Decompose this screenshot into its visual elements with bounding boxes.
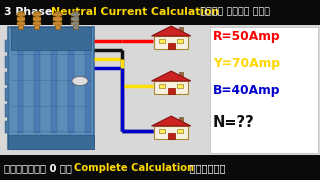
FancyBboxPatch shape xyxy=(18,32,23,133)
FancyBboxPatch shape xyxy=(5,88,9,101)
FancyBboxPatch shape xyxy=(8,135,94,149)
FancyBboxPatch shape xyxy=(158,84,165,88)
Polygon shape xyxy=(152,26,191,36)
FancyBboxPatch shape xyxy=(158,129,165,133)
FancyBboxPatch shape xyxy=(68,32,74,133)
FancyBboxPatch shape xyxy=(5,72,9,85)
FancyBboxPatch shape xyxy=(154,126,188,139)
FancyBboxPatch shape xyxy=(8,27,94,149)
FancyBboxPatch shape xyxy=(33,13,41,16)
FancyBboxPatch shape xyxy=(55,11,60,29)
FancyBboxPatch shape xyxy=(177,84,183,88)
Text: R=50Amp: R=50Amp xyxy=(213,30,280,42)
FancyBboxPatch shape xyxy=(71,13,79,16)
FancyBboxPatch shape xyxy=(11,27,91,50)
FancyBboxPatch shape xyxy=(33,17,41,21)
FancyBboxPatch shape xyxy=(168,43,175,49)
FancyBboxPatch shape xyxy=(177,129,183,133)
Polygon shape xyxy=(152,116,191,126)
Text: Complete Calculation: Complete Calculation xyxy=(74,163,194,173)
FancyBboxPatch shape xyxy=(154,81,188,94)
FancyBboxPatch shape xyxy=(71,22,79,25)
Text: Neutral Current Calculation: Neutral Current Calculation xyxy=(51,7,220,17)
FancyBboxPatch shape xyxy=(35,32,40,133)
FancyBboxPatch shape xyxy=(53,17,62,21)
FancyBboxPatch shape xyxy=(33,22,41,25)
FancyBboxPatch shape xyxy=(0,0,320,25)
FancyBboxPatch shape xyxy=(17,13,25,16)
FancyBboxPatch shape xyxy=(179,117,183,124)
Text: 3 Phase: 3 Phase xyxy=(4,7,56,17)
FancyBboxPatch shape xyxy=(53,13,62,16)
FancyBboxPatch shape xyxy=(73,11,78,29)
FancyBboxPatch shape xyxy=(5,40,9,52)
FancyBboxPatch shape xyxy=(210,27,318,153)
FancyBboxPatch shape xyxy=(71,17,79,21)
FancyBboxPatch shape xyxy=(179,27,183,34)
FancyBboxPatch shape xyxy=(0,25,320,155)
FancyBboxPatch shape xyxy=(51,32,57,133)
FancyBboxPatch shape xyxy=(85,32,91,133)
FancyBboxPatch shape xyxy=(17,17,25,21)
FancyBboxPatch shape xyxy=(168,133,175,139)
Polygon shape xyxy=(152,71,191,81)
Text: कैसे करते हैं: कैसे करते हैं xyxy=(197,8,270,17)
FancyBboxPatch shape xyxy=(179,72,183,79)
FancyBboxPatch shape xyxy=(34,11,39,29)
FancyBboxPatch shape xyxy=(154,36,188,49)
Text: Y=70Amp: Y=70Amp xyxy=(213,57,280,69)
FancyBboxPatch shape xyxy=(17,22,25,25)
FancyBboxPatch shape xyxy=(5,56,9,68)
FancyBboxPatch shape xyxy=(168,88,175,94)
FancyBboxPatch shape xyxy=(5,104,9,117)
Text: बिल्कुल 0 से: बिल्कुल 0 से xyxy=(4,163,75,173)
Text: सीखिये: सीखिये xyxy=(186,163,226,173)
FancyBboxPatch shape xyxy=(5,121,9,133)
FancyBboxPatch shape xyxy=(0,155,320,180)
FancyBboxPatch shape xyxy=(177,39,183,43)
Text: N=??: N=?? xyxy=(213,115,254,130)
FancyBboxPatch shape xyxy=(158,39,165,43)
Circle shape xyxy=(72,76,88,86)
FancyBboxPatch shape xyxy=(53,22,62,25)
Text: B=40Amp: B=40Amp xyxy=(213,84,280,96)
FancyBboxPatch shape xyxy=(18,11,23,29)
